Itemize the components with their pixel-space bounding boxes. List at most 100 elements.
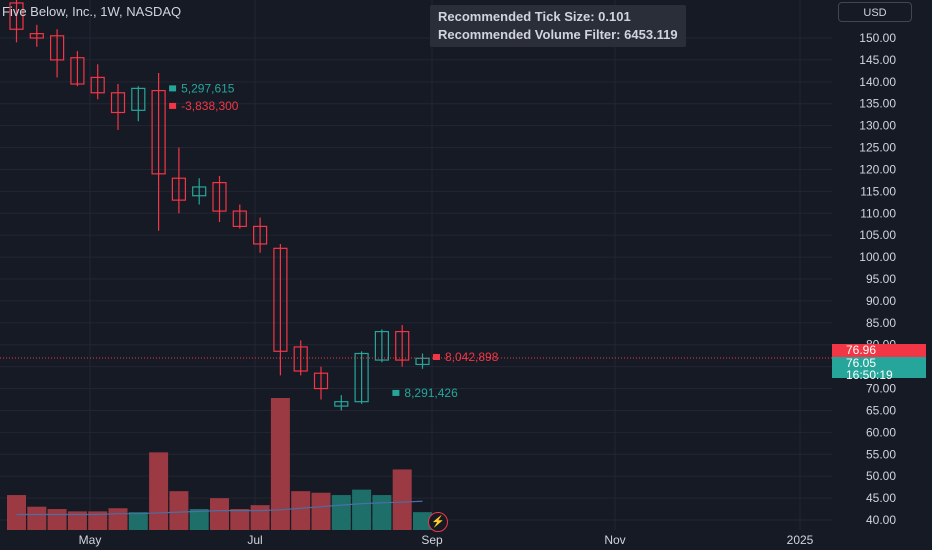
y-tick-label: 130.00 <box>859 119 896 133</box>
annotation-marker <box>169 102 177 109</box>
x-tick-label: Sep <box>421 533 443 547</box>
candle-body <box>232 210 247 228</box>
candle-body <box>171 177 186 201</box>
candle[interactable] <box>395 325 410 367</box>
y-tick-label: 140.00 <box>859 75 896 89</box>
candle[interactable] <box>212 176 227 223</box>
volume-bar <box>250 505 270 530</box>
candle[interactable] <box>374 329 389 363</box>
candle-body <box>29 33 44 39</box>
y-tick-label: 115.00 <box>860 184 896 198</box>
volume-bars <box>7 398 432 530</box>
candles <box>9 0 430 411</box>
candle[interactable] <box>131 86 146 122</box>
x-tick-label: May <box>79 533 102 547</box>
candle-body <box>334 401 349 407</box>
volume-bar <box>27 506 47 530</box>
candle-body <box>395 330 410 361</box>
y-axis-panel[interactable] <box>832 0 932 550</box>
volume-moving-average <box>16 500 423 516</box>
volume-bar <box>108 508 128 530</box>
volume-bar <box>413 512 432 530</box>
y-tick-label: 50.00 <box>866 469 896 483</box>
volume-filter-label: Recommended Volume Filter: 6453.119 <box>438 27 678 42</box>
candle-body <box>354 352 369 403</box>
volume-bar <box>270 398 290 530</box>
candle[interactable] <box>110 84 126 131</box>
y-tick-label: 40.00 <box>866 513 896 527</box>
volume-bar <box>149 452 169 530</box>
grid-lines <box>0 0 832 530</box>
x-axis: May Jul Sep Nov 2025 <box>0 530 932 550</box>
symbol-title[interactable]: Five Below, Inc., 1W, NASDAQ <box>2 4 182 19</box>
candle[interactable] <box>9 0 24 43</box>
volume-bar <box>230 509 250 530</box>
y-tick-label: 105.00 <box>859 228 896 242</box>
candle[interactable] <box>253 217 268 253</box>
candle[interactable] <box>171 147 186 214</box>
candle[interactable] <box>313 366 329 400</box>
volume-bar <box>210 498 229 530</box>
y-tick-label: 125.00 <box>859 141 896 155</box>
recommendation-box: Recommended Tick Size: 0.101 Recommended… <box>430 5 686 47</box>
candle[interactable] <box>90 64 105 100</box>
candle[interactable] <box>49 29 65 78</box>
annotation-label: 8,042,898 <box>445 350 499 364</box>
annotation-label: 8,291,426 <box>404 386 458 400</box>
volume-bar <box>128 512 148 530</box>
volume-bar <box>311 492 331 530</box>
candle-body <box>273 247 288 352</box>
last-price-value: 76.96 <box>846 343 877 357</box>
candle[interactable] <box>70 51 85 87</box>
candle-body <box>253 225 268 245</box>
lightning-icon[interactable]: ⚡ <box>428 512 448 532</box>
y-tick-label: 110.00 <box>860 206 896 220</box>
candle-body <box>212 182 227 212</box>
x-tick-label: Nov <box>604 533 625 547</box>
volume-bar <box>331 495 351 530</box>
volume-bar <box>169 491 189 530</box>
y-tick-label: 100.00 <box>859 250 896 264</box>
y-tick-label: 70.00 <box>866 382 896 396</box>
current-price-value: 76.05 <box>846 356 877 370</box>
candle[interactable] <box>334 395 349 411</box>
tick-size-label: Recommended Tick Size: 0.101 <box>438 9 631 24</box>
candle-body <box>110 92 126 114</box>
candle[interactable] <box>354 351 369 404</box>
volume-bar <box>392 469 412 530</box>
annotation-marker <box>433 353 440 360</box>
candle-body <box>151 89 166 175</box>
volume-bar <box>189 509 209 530</box>
y-tick-label: 90.00 <box>866 294 896 308</box>
countdown-timer: 16:50:19 <box>846 368 893 382</box>
y-axis: 150.00 145.00 140.00 135.00 130.00 125.00 120.… <box>832 0 932 550</box>
y-tick-label: 45.00 <box>866 491 896 505</box>
candle[interactable] <box>415 353 430 369</box>
volume-ma-line <box>16 500 423 516</box>
candle[interactable] <box>192 178 207 205</box>
y-tick-label: 85.00 <box>866 316 896 330</box>
candle[interactable] <box>151 73 166 231</box>
y-tick-label: 55.00 <box>866 447 896 461</box>
x-tick-label: 2025 <box>787 533 814 547</box>
volume-bar <box>7 495 26 530</box>
currency-button[interactable]: USD <box>838 2 912 22</box>
y-tick-label: 60.00 <box>866 425 896 439</box>
candle[interactable] <box>273 243 288 376</box>
volume-bar <box>291 491 311 530</box>
x-axis-panel[interactable] <box>0 530 932 550</box>
candle[interactable] <box>29 24 44 47</box>
y-tick-label: 65.00 <box>866 403 896 417</box>
candle-body <box>313 372 329 390</box>
candle[interactable] <box>232 204 247 229</box>
y-tick-label: 135.00 <box>859 97 896 111</box>
annotation-marker <box>169 85 177 92</box>
annotation-label: 5,297,615 <box>181 81 235 95</box>
volume-bar <box>47 509 67 530</box>
last-price-tag: 76.96 <box>832 344 926 357</box>
candle-body <box>374 330 389 361</box>
candle-body <box>49 35 65 61</box>
volume-bar <box>352 489 372 530</box>
candle-body <box>192 186 207 197</box>
